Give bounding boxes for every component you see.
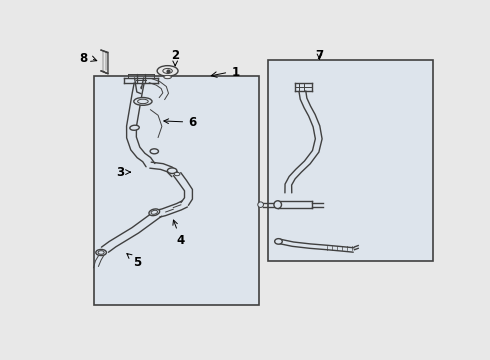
Bar xyxy=(268,60,434,261)
Ellipse shape xyxy=(138,99,148,104)
Text: 1: 1 xyxy=(232,66,240,79)
Ellipse shape xyxy=(150,149,158,154)
Ellipse shape xyxy=(96,249,106,256)
Bar xyxy=(94,76,259,305)
Ellipse shape xyxy=(98,251,104,254)
Ellipse shape xyxy=(274,201,282,208)
Ellipse shape xyxy=(151,210,157,214)
Ellipse shape xyxy=(163,68,172,73)
Text: 3: 3 xyxy=(116,166,130,179)
Text: 6: 6 xyxy=(164,116,196,129)
Ellipse shape xyxy=(168,168,177,174)
Ellipse shape xyxy=(258,202,264,207)
Text: 4: 4 xyxy=(173,220,185,247)
Ellipse shape xyxy=(174,172,180,176)
Text: 7: 7 xyxy=(316,49,323,62)
Ellipse shape xyxy=(149,209,160,216)
Ellipse shape xyxy=(130,125,139,130)
Ellipse shape xyxy=(275,239,282,244)
Ellipse shape xyxy=(164,75,171,79)
Text: 2: 2 xyxy=(171,49,179,66)
Ellipse shape xyxy=(134,98,152,105)
Text: 8: 8 xyxy=(79,52,87,65)
Text: 5: 5 xyxy=(127,253,141,269)
Ellipse shape xyxy=(157,66,178,76)
